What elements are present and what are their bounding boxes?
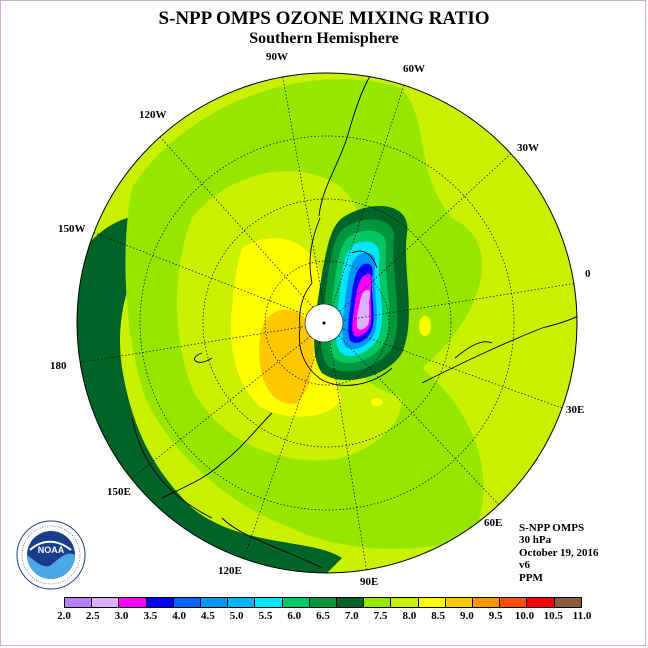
map-subtitle: Southern Hemisphere xyxy=(249,30,399,47)
colorbar-tick-label: 8.0 xyxy=(402,610,417,622)
field-orange-core xyxy=(259,309,314,404)
colorbar-tick-label: 10.5 xyxy=(543,610,563,622)
colorbar-tick-label: 2.5 xyxy=(85,610,100,622)
colorbar-tick-label: 3.0 xyxy=(114,610,129,622)
colorbar-swatch xyxy=(391,598,419,607)
map-boundary xyxy=(76,72,578,574)
lon-label-180: 180 xyxy=(50,360,67,372)
colorbar-swatch xyxy=(119,598,147,607)
observation-date: October 19, 2016 xyxy=(519,546,599,559)
colorbar-tick-label: 7.5 xyxy=(373,610,388,622)
field-yellow-blob xyxy=(371,398,383,406)
colorbar-tick-label: 2.0 xyxy=(57,610,71,622)
units-label: PPM xyxy=(519,571,543,584)
colorbar-swatch xyxy=(92,598,120,607)
instrument-name: S-NPP OMPS xyxy=(519,522,585,534)
colorbar-swatch xyxy=(500,598,528,607)
colorbar-tick-label: 11.0 xyxy=(572,610,592,622)
colorbar-swatch xyxy=(65,598,93,607)
colorbar-swatch xyxy=(173,598,202,607)
lon-label-120e: 120E xyxy=(218,565,242,577)
pressure-level: 30 hPa xyxy=(519,534,552,547)
lon-label-0: 0 xyxy=(585,268,591,280)
colorbar-swatch xyxy=(364,598,392,607)
lon-label-90w: 90W xyxy=(266,51,288,63)
colorbar-swatch xyxy=(146,598,174,607)
lon-label-150e: 150E xyxy=(107,486,131,498)
noaa-logo-icon: NOAA xyxy=(16,520,86,590)
map-title: S-NPP OMPS OZONE MIXING RATIO xyxy=(158,8,490,29)
colorbar-swatch xyxy=(473,598,501,607)
product-version: v6 xyxy=(519,559,530,572)
colorbar-swatch xyxy=(255,598,283,607)
latitude-circles xyxy=(139,135,515,511)
lon-label-60e: 60E xyxy=(484,517,503,529)
colorbar-tick-label: 7.0 xyxy=(344,610,359,622)
coastlines xyxy=(131,73,577,569)
field-yellow-blob xyxy=(419,316,431,336)
colorbar-tick-label: 6.5 xyxy=(316,610,330,622)
colorbar-tick-label: 6.0 xyxy=(287,610,302,622)
colorbar-swatch xyxy=(282,598,310,607)
colorbar-swatch xyxy=(445,598,474,607)
colorbar-tick-label: 5.0 xyxy=(229,610,244,622)
product-info: S-NPP OMPS 30 hPa October 19, 2016 v6 PP… xyxy=(519,522,599,584)
colorbar-tick-label: 10.0 xyxy=(514,610,535,622)
colorbar-swatch xyxy=(337,598,365,607)
south-pole-marker xyxy=(322,321,326,325)
meridians xyxy=(77,73,577,573)
colorbar-swatch xyxy=(201,598,229,607)
lon-label-60w: 60W xyxy=(403,63,425,75)
colorbar-swatch xyxy=(228,598,256,607)
colorbar-swatch xyxy=(418,598,446,607)
polar-ozone-map xyxy=(76,72,578,574)
lon-label-30e: 30E xyxy=(566,404,585,416)
colorbar-tick-label: 5.5 xyxy=(258,610,273,622)
colorbar-tick-label: 3.5 xyxy=(143,610,158,622)
colorbar xyxy=(64,597,582,608)
lon-label-90e: 90E xyxy=(360,576,379,588)
colorbar-tick-label: 4.0 xyxy=(172,610,186,622)
colorbar-swatch xyxy=(527,598,555,607)
colorbar-tick-label: 9.0 xyxy=(460,610,474,622)
lon-label-120w: 120W xyxy=(139,109,167,121)
lon-label-150w: 150W xyxy=(58,223,86,235)
colorbar-tick-label: 4.5 xyxy=(201,610,215,622)
colorbar-swatch xyxy=(554,598,581,607)
lon-label-30w: 30W xyxy=(517,142,539,154)
colorbar-tick-label: 9.5 xyxy=(488,610,503,622)
colorbar-tick-label: 8.5 xyxy=(431,610,445,622)
colorbar-swatch xyxy=(309,598,338,607)
noaa-logo-text: NOAA xyxy=(38,545,65,555)
ozone-hole-lilac xyxy=(356,290,370,330)
